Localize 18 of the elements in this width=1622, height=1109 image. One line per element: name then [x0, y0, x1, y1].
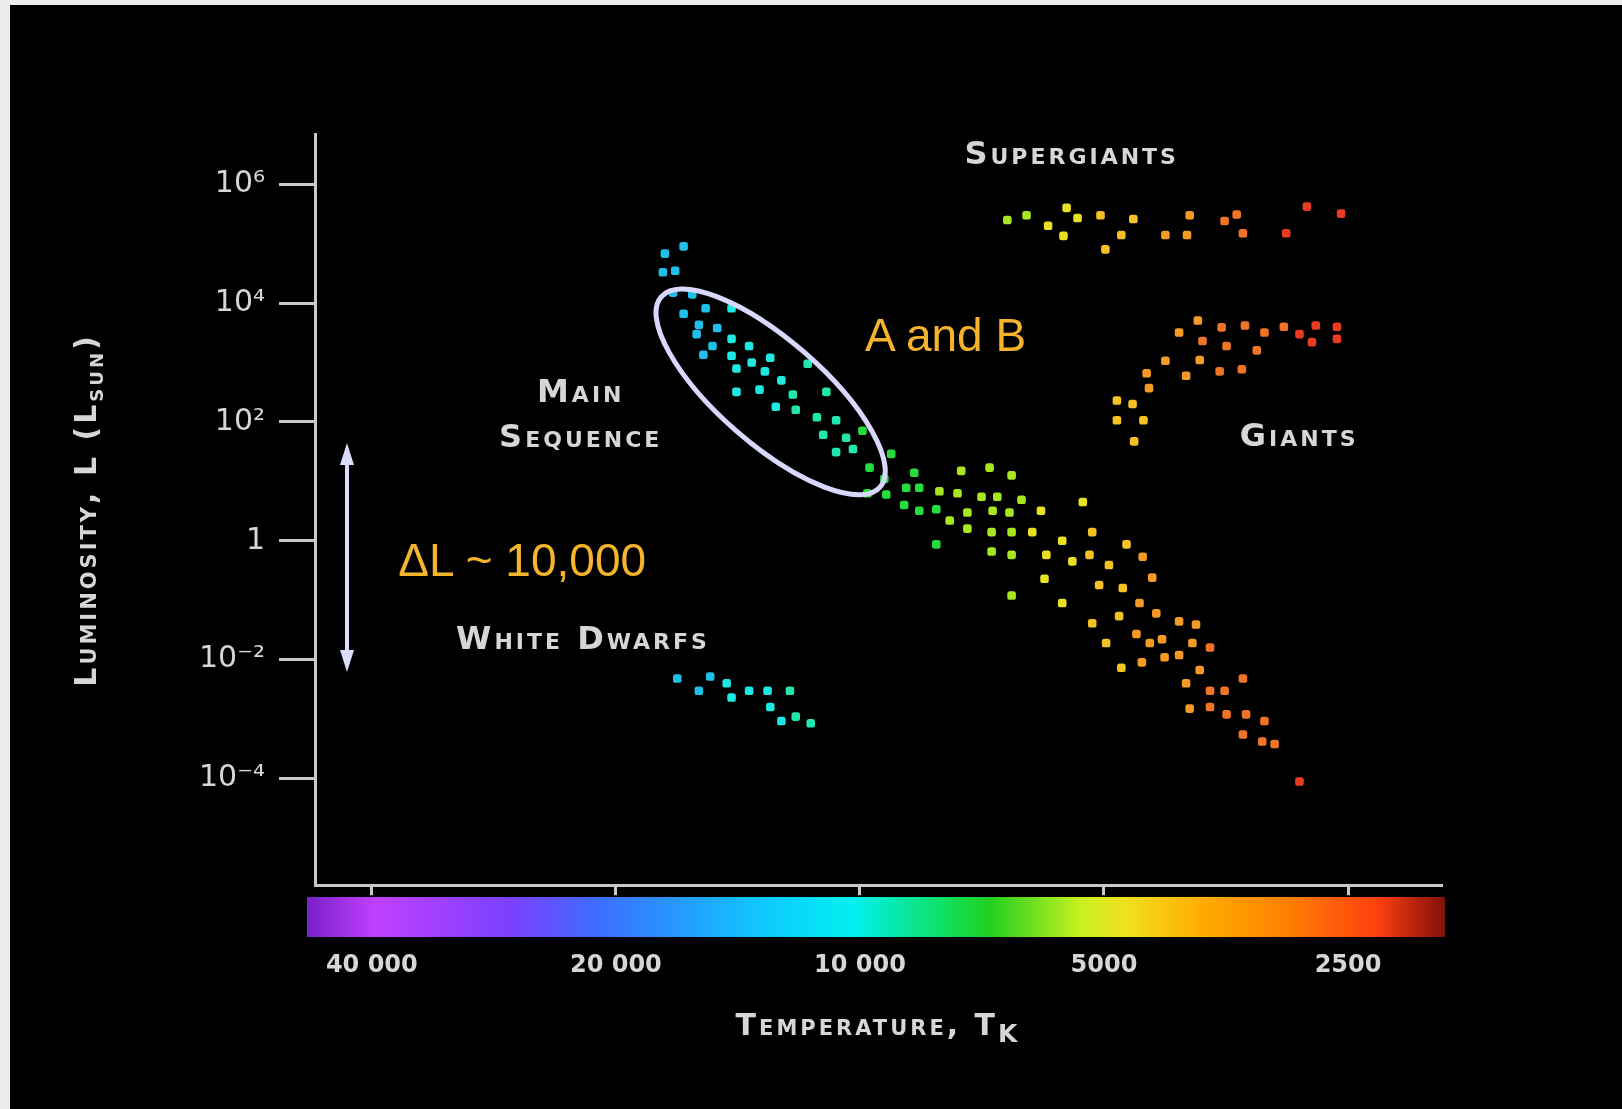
y-tick-label: 10⁻² [198, 639, 266, 675]
x-axis-title: Temperature, T$_{K}$ [735, 1007, 1021, 1049]
x-tick-label: 20 000 [569, 949, 662, 978]
y-tick-label: 10⁶ [214, 164, 266, 200]
x-tick-label: 2500 [1314, 949, 1382, 978]
annotation: White Dwarfs [456, 617, 710, 659]
annotation: ΔL ~ 10,000 [398, 532, 647, 587]
y-tick-label: 1 [245, 520, 266, 556]
annotation: Supergiants [964, 132, 1179, 174]
annotation: Giants [1239, 414, 1359, 456]
y-tick-label: 10⁴ [214, 282, 266, 318]
y-tick-label: 10² [214, 401, 266, 437]
x-tick-label: 40 000 [325, 949, 418, 978]
annotation: Main Sequence [499, 371, 663, 458]
x-tick-label: 5000 [1070, 949, 1138, 978]
x-tick-label: 10 000 [814, 949, 906, 978]
annotation: A and B [864, 307, 1027, 362]
y-tick-label: 10⁻⁴ [198, 758, 266, 794]
